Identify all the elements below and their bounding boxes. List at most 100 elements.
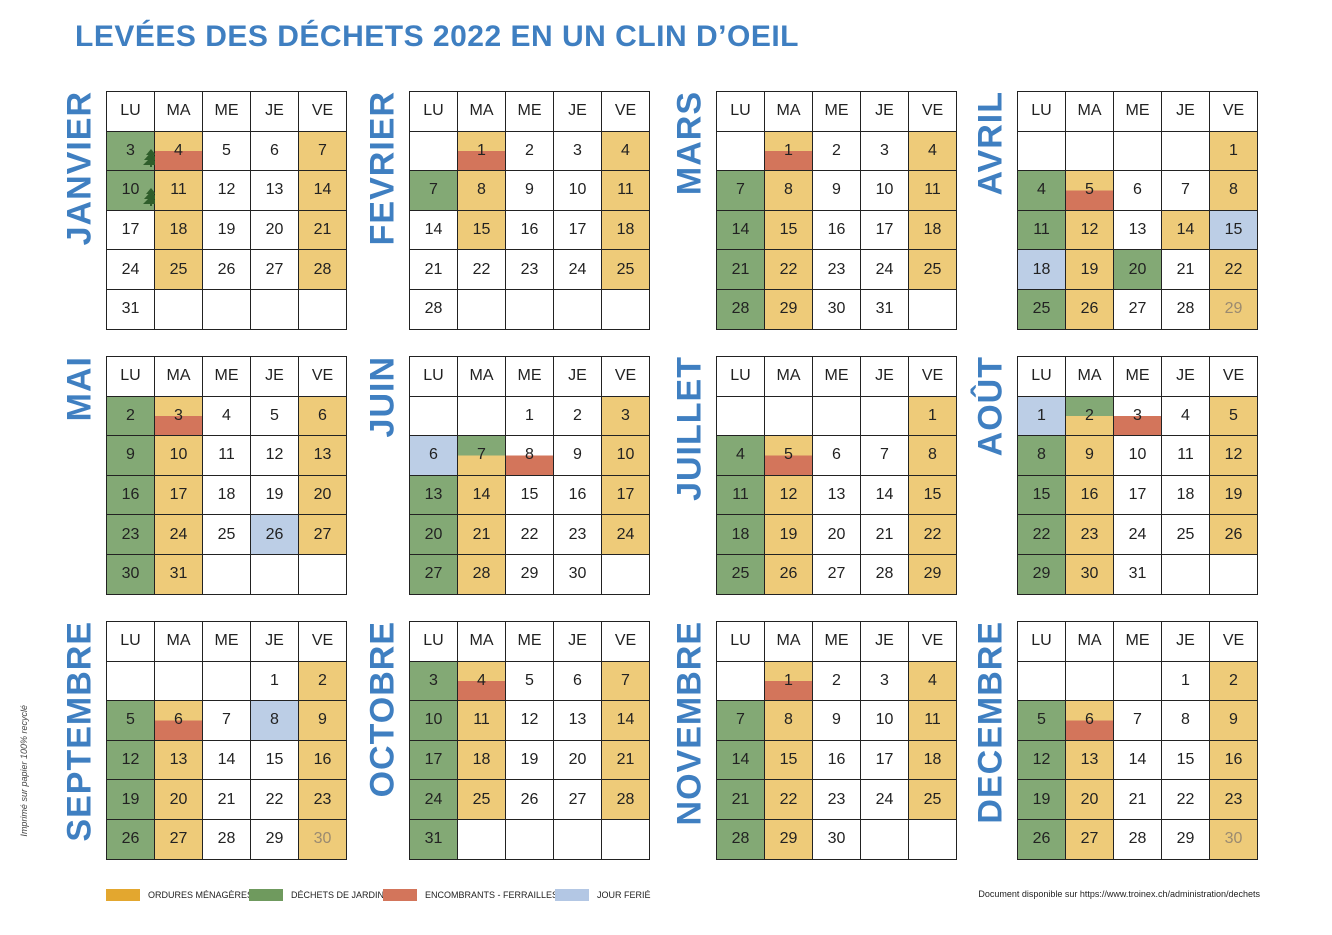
weekday-header: JE xyxy=(1162,357,1210,397)
day-cell: 29 xyxy=(506,554,554,595)
day-number: 18 xyxy=(1032,260,1051,278)
day-number: 18 xyxy=(472,751,491,769)
day-number: 1 xyxy=(784,141,793,159)
day-number: 31 xyxy=(121,300,140,318)
month-name: FEVRIER xyxy=(363,91,402,331)
day-cell: 27 xyxy=(410,554,458,595)
empty-cell xyxy=(1018,131,1066,172)
day-number: 11 xyxy=(170,181,187,199)
day-number: 15 xyxy=(265,751,284,769)
day-cell: 6 xyxy=(155,701,203,741)
legend-item: DÉCHETS DE JARDIN xyxy=(249,888,384,902)
empty-cell xyxy=(458,819,506,860)
day-number: 11 xyxy=(924,711,941,729)
day-cell: 11 xyxy=(458,701,506,741)
day-cell: 8 xyxy=(506,436,554,476)
day-number: 23 xyxy=(568,525,587,543)
day-number: 19 xyxy=(1080,260,1099,278)
day-number: 28 xyxy=(731,300,750,318)
day-number: 13 xyxy=(313,446,332,464)
day-number: 13 xyxy=(827,486,846,504)
day-number: 29 xyxy=(1176,830,1195,848)
day-cell: 28 xyxy=(861,554,909,595)
day-number: 27 xyxy=(1080,830,1099,848)
day-number: 17 xyxy=(424,751,443,769)
day-number: 8 xyxy=(1037,446,1046,464)
day-number: 20 xyxy=(1080,790,1099,808)
empty-cell xyxy=(1210,554,1258,595)
day-cell: 14 xyxy=(410,210,458,251)
weekday-header: JE xyxy=(1162,92,1210,132)
day-number: 5 xyxy=(1229,406,1238,424)
day-cell: 25 xyxy=(602,250,650,290)
day-number: 10 xyxy=(424,711,443,729)
day-number: 24 xyxy=(169,525,188,543)
day-number: 4 xyxy=(477,671,486,689)
day-cell: 21 xyxy=(458,515,506,555)
day-cell: 7 xyxy=(602,661,650,702)
day-number: 4 xyxy=(621,141,630,159)
day-number: 18 xyxy=(923,221,942,239)
day-number: 21 xyxy=(616,751,635,769)
day-number: 25 xyxy=(616,260,635,278)
day-cell: 28 xyxy=(717,819,765,860)
day-number: 27 xyxy=(1128,300,1147,318)
day-cell: 4 xyxy=(909,131,957,172)
weekday-header: LU xyxy=(717,92,765,132)
day-number: 30 xyxy=(827,300,846,318)
weekday-header: MA xyxy=(155,357,203,397)
day-cell: 27 xyxy=(1066,819,1114,860)
day-number: 13 xyxy=(424,486,443,504)
month-name-text: AOÛT xyxy=(971,356,1010,457)
day-number: 20 xyxy=(265,221,284,239)
day-number: 14 xyxy=(313,181,332,199)
weekday-header: LU xyxy=(1018,357,1066,397)
day-cell: 11 xyxy=(717,475,765,516)
day-cell: 21 xyxy=(1162,250,1210,290)
day-number: 27 xyxy=(568,790,587,808)
empty-cell xyxy=(299,554,347,595)
day-number: 7 xyxy=(1133,711,1142,729)
day-number: 11 xyxy=(1177,446,1194,464)
empty-cell xyxy=(458,396,506,437)
day-number: 17 xyxy=(616,486,635,504)
page-title: LEVÉES DES DÉCHETS 2022 EN UN CLIN D’OEI… xyxy=(75,20,799,53)
day-cell: 2 xyxy=(813,131,861,172)
day-cell: 13 xyxy=(251,171,299,211)
weekday-header: JE xyxy=(554,92,602,132)
day-cell: 28 xyxy=(299,250,347,290)
month-table: LU MA ME JE VE 1 2 5 6 7 8 9 12 13 14 15 16 19 20 21 22 23 26 2… xyxy=(106,621,347,860)
empty-cell xyxy=(1162,554,1210,595)
day-cell: 1 xyxy=(909,396,957,437)
day-cell: 6 xyxy=(813,436,861,476)
day-number: 18 xyxy=(923,751,942,769)
month-name: MAI xyxy=(61,356,99,596)
recycled-paper-note-text: Imprimé sur papier 100% recyclé xyxy=(19,705,29,837)
day-number: 12 xyxy=(520,711,539,729)
day-number: 23 xyxy=(121,525,140,543)
day-cell: 6 xyxy=(251,131,299,172)
day-cell: 17 xyxy=(554,210,602,251)
day-number: 7 xyxy=(880,446,889,464)
day-number: 16 xyxy=(827,751,846,769)
weekday-header: VE xyxy=(299,357,347,397)
day-cell: 27 xyxy=(155,819,203,860)
month-name-text: FEVRIER xyxy=(363,91,402,246)
day-cell: 7 xyxy=(717,701,765,741)
day-cell: 25 xyxy=(1018,289,1066,330)
day-number: 21 xyxy=(472,525,491,543)
day-cell: 6 xyxy=(1066,701,1114,741)
day-cell: 15 xyxy=(765,740,813,781)
day-number: 10 xyxy=(875,181,894,199)
day-number: 20 xyxy=(169,790,188,808)
month-name: JANVIER xyxy=(61,91,99,331)
day-number: 10 xyxy=(1128,446,1147,464)
day-number: 13 xyxy=(265,181,284,199)
day-number: 21 xyxy=(1128,790,1147,808)
day-number: 6 xyxy=(318,406,327,424)
empty-cell xyxy=(554,289,602,330)
day-cell: 1 xyxy=(765,661,813,702)
weekday-header: ME xyxy=(813,92,861,132)
day-number: 18 xyxy=(1176,486,1195,504)
day-cell: 4 xyxy=(1018,171,1066,211)
